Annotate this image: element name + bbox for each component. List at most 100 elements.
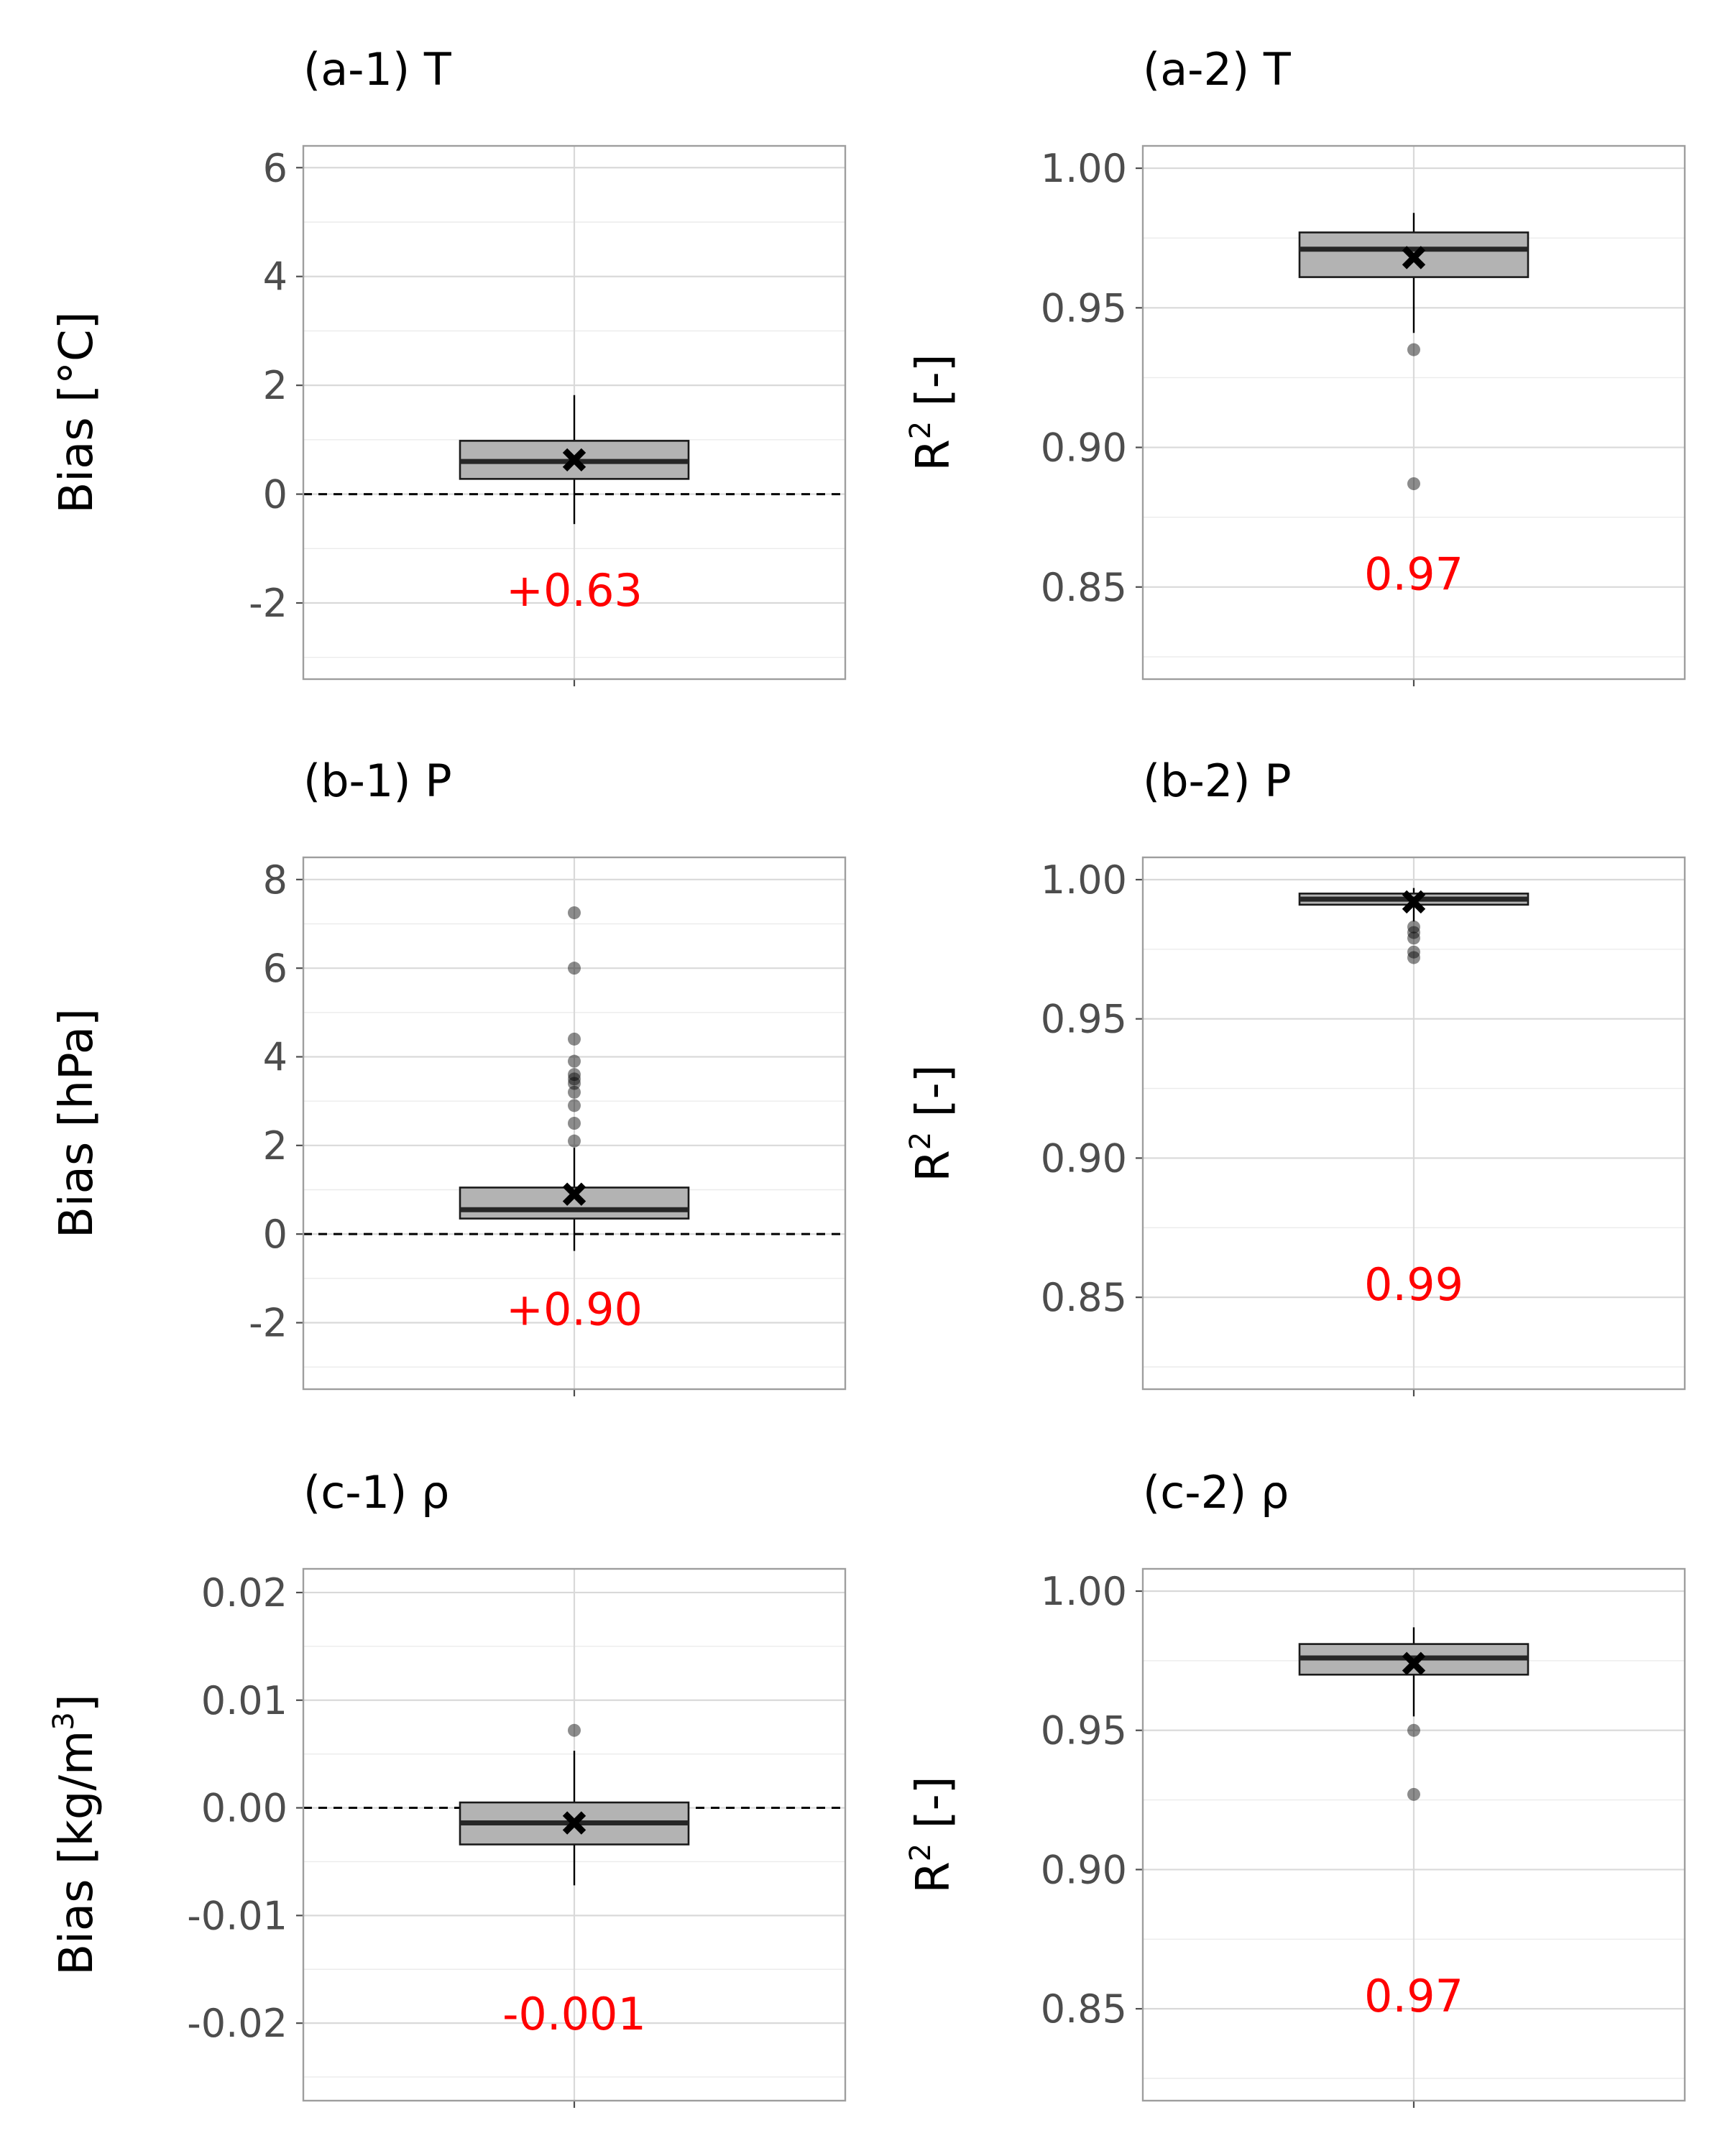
y-axis-label-text: R: [907, 1150, 960, 1181]
y-tick-label: 0: [263, 1212, 288, 1257]
panel-border: [302, 1567, 847, 2102]
outlier-point: [568, 1099, 581, 1112]
outlier-point: [568, 1072, 581, 1086]
y-tick-label: 0.90: [1041, 1847, 1127, 1892]
y-tick-label: -0.02: [187, 2001, 288, 2046]
mean-annotation: 0.97: [1364, 1970, 1463, 2022]
y-axis-label-superscript: 2: [904, 1843, 937, 1861]
y-tick-label: 2: [263, 1123, 288, 1169]
panel-title: (a-1) T: [303, 43, 452, 96]
outlier-point: [1407, 343, 1420, 356]
panel-border: [302, 144, 847, 681]
y-tick-label: 0.90: [1041, 1135, 1127, 1181]
y-tick-label: 0.90: [1041, 425, 1127, 471]
mean-annotation: +0.90: [506, 1284, 643, 1336]
outlier-point: [1407, 1787, 1420, 1801]
mean-annotation: 0.99: [1364, 1258, 1463, 1311]
panel-a-2: (a-2) T 0.85 0.90 0.95 1.00 0.97 R2 [-]: [904, 43, 1686, 686]
y-tick-label: -2: [249, 581, 288, 626]
outlier-point: [1407, 951, 1420, 964]
panel-title: (b-1) P: [303, 755, 452, 807]
outlier-point: [1407, 1723, 1420, 1737]
panel-title: (c-1) ρ: [303, 1466, 449, 1519]
y-axis-label-text: Bias [kg/m: [50, 1731, 104, 1976]
panel-title: (b-2) P: [1143, 755, 1292, 807]
y-tick-label: -0.01: [187, 1893, 288, 1938]
y-axis-label: R2 [-]: [904, 1776, 960, 1893]
y-axis-label-superscript: 2: [904, 421, 937, 439]
y-tick-label: -2: [249, 1301, 288, 1346]
outlier-point: [568, 1054, 581, 1068]
y-axis-label-suffix: ]: [50, 1694, 104, 1712]
y-axis-label: Bias [kg/m3]: [47, 1694, 104, 1976]
panel-c-1: (c-1) ρ -0.02 -0.01 0.00 0.01 0.02 -0.001 Bias …: [47, 1466, 847, 2108]
mean-annotation: 0.97: [1364, 548, 1463, 601]
y-tick-label: 0.85: [1041, 565, 1127, 610]
mean-marker-stroke: [562, 1182, 586, 1206]
mean-marker: [562, 1182, 586, 1206]
mean-marker-stroke: [1402, 246, 1426, 270]
y-tick-label: 1.00: [1041, 146, 1127, 191]
mean-marker-stroke: [1402, 1651, 1426, 1675]
mean-marker: [562, 448, 586, 472]
mean-marker-stroke: [562, 1811, 586, 1835]
outlier-point: [1407, 477, 1420, 491]
y-tick-label: 1.00: [1041, 1569, 1127, 1614]
outlier-point: [1407, 920, 1420, 934]
mean-annotation: +0.63: [506, 564, 643, 617]
y-tick-label: 0.02: [201, 1570, 288, 1616]
y-axis-label: Bias [hPa]: [50, 1008, 104, 1238]
y-axis-label-text: R: [907, 1861, 960, 1893]
mean-marker: [1402, 890, 1426, 914]
mean-marker-stroke: [1402, 890, 1426, 914]
panel-b-1: (b-1) P -2 0 2 4 6 8 +0.90 Bias [hPa]: [50, 755, 847, 1396]
outlier-point: [568, 1134, 581, 1148]
panel-border: [302, 856, 847, 1391]
y-axis-label: R2 [-]: [904, 1064, 960, 1181]
mean-marker: [1402, 1651, 1426, 1675]
y-axis-label-suffix: [-]: [907, 1064, 960, 1131]
outlier-point: [1407, 931, 1420, 945]
y-axis-label: R2 [-]: [904, 354, 960, 471]
y-tick-label: 0.01: [201, 1678, 288, 1723]
panel-c-2: (c-2) ρ 0.85 0.90 0.95 1.00 0.97 R2 [-]: [904, 1466, 1686, 2108]
y-tick-label: 0.85: [1041, 1275, 1127, 1320]
y-tick-label: 0.95: [1041, 997, 1127, 1042]
y-axis-label-superscript: 3: [47, 1712, 80, 1730]
outlier-point: [568, 1117, 581, 1130]
mean-marker: [562, 1811, 586, 1835]
y-tick-label: 1.00: [1041, 857, 1127, 903]
mean-marker-stroke: [562, 448, 586, 472]
outlier-point: [568, 1077, 581, 1090]
panel-border: [1141, 1567, 1686, 2102]
mean-annotation: -0.001: [502, 1988, 646, 2040]
panel-title: (c-2) ρ: [1143, 1466, 1289, 1519]
y-axis-label-superscript: 2: [904, 1132, 937, 1150]
y-axis-label-text: R: [907, 439, 960, 471]
y-tick-label: 4: [263, 1035, 288, 1080]
y-axis-label-suffix: [-]: [907, 354, 960, 420]
outlier-point: [568, 1085, 581, 1099]
outlier-point: [568, 962, 581, 975]
mean-marker: [1402, 246, 1426, 270]
outlier-point: [568, 1032, 581, 1046]
y-axis-label-text: Bias [hPa]: [50, 1008, 104, 1238]
y-tick-label: 0.85: [1041, 1986, 1127, 2032]
outlier-point: [568, 906, 581, 920]
y-tick-label: 8: [263, 857, 288, 903]
y-axis-label-text: Bias [°C]: [50, 311, 104, 513]
y-tick-label: 6: [263, 145, 288, 190]
panel-border: [1141, 856, 1686, 1391]
panel-border: [1141, 144, 1686, 681]
y-axis-label-suffix: [-]: [907, 1776, 960, 1843]
panel-title: (a-2) T: [1143, 43, 1292, 96]
outlier-point: [568, 1068, 581, 1082]
y-tick-label: 0.00: [201, 1786, 288, 1831]
y-tick-label: 6: [263, 946, 288, 991]
panel-a-1: (a-1) T -2 0 2 4 6 +0.63 Bias [°C]: [50, 43, 847, 686]
y-tick-label: 0.95: [1041, 1708, 1127, 1754]
outlier-point: [1407, 945, 1420, 959]
outlier-point: [568, 1723, 581, 1737]
y-tick-label: 4: [263, 254, 288, 300]
